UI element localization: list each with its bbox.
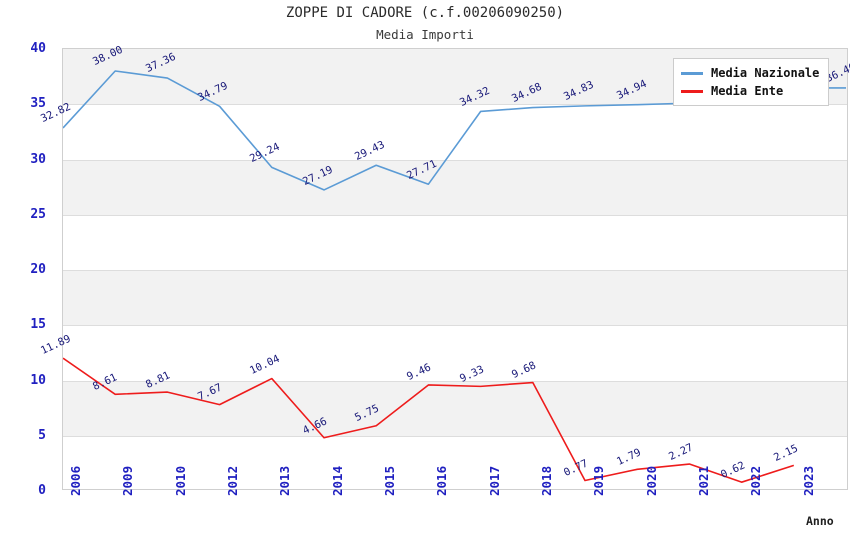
chart-subtitle: Media Importi: [376, 27, 474, 42]
legend-label: Media Nazionale: [711, 66, 820, 80]
x-tick-label: 2021: [696, 465, 711, 496]
gridline: [63, 270, 847, 271]
gridline: [63, 381, 847, 382]
x-tick-label: 2017: [486, 465, 502, 496]
band: [63, 270, 847, 326]
legend-item[interactable]: Media Ente: [681, 82, 819, 100]
y-axis-label: Media: [0, 223, 2, 258]
x-tick-label: 2006: [68, 465, 83, 496]
x-tick-label: 2016: [434, 465, 450, 496]
x-tick-label: 2010: [172, 465, 188, 496]
y-tick-label: 35: [30, 96, 46, 112]
x-tick-label: 2012: [225, 465, 240, 496]
y-tick-label: 0: [38, 483, 46, 498]
gridline: [63, 436, 847, 437]
x-tick-label: 2022: [748, 465, 764, 496]
legend-color-swatch: [681, 71, 703, 75]
x-axis-label: Anno: [806, 514, 834, 528]
y-tick-label: 40: [30, 41, 46, 56]
x-tick-label: 2018: [539, 465, 554, 496]
series-line: [63, 357, 795, 483]
x-tick-label: 2015: [382, 465, 397, 496]
y-tick-label: 25: [30, 206, 46, 222]
series-lines: [63, 70, 847, 483]
legend-item[interactable]: Media Nazionale: [681, 64, 819, 82]
gridline: [63, 104, 847, 105]
chart-title: ZOPPE DI CADORE (c.f.00206090250): [285, 5, 565, 21]
legend-color-swatch: [681, 89, 703, 93]
y-tick-label: 15: [30, 317, 46, 333]
x-tick-label: 2014: [329, 465, 345, 496]
x-tick-label: 2009: [120, 465, 136, 496]
plot-area: [62, 48, 848, 490]
legend-label: Media Ente: [711, 84, 784, 98]
y-tick-label: 10: [30, 372, 46, 388]
x-tick-label: 2013: [277, 465, 293, 496]
y-tick-label: 20: [30, 262, 46, 277]
band: [63, 380, 847, 436]
chart-legend: Media Nazionale Media Ente: [673, 58, 830, 106]
gridline: [63, 325, 847, 326]
band: [63, 159, 847, 215]
x-tick-label: 2019: [591, 465, 607, 496]
x-tick-label: 2023: [800, 465, 816, 496]
gridline: [63, 160, 847, 161]
x-tick-label: 2020: [643, 465, 659, 496]
gridline: [63, 215, 847, 216]
y-tick-label: 5: [38, 427, 46, 443]
y-tick-label: 30: [30, 151, 46, 167]
